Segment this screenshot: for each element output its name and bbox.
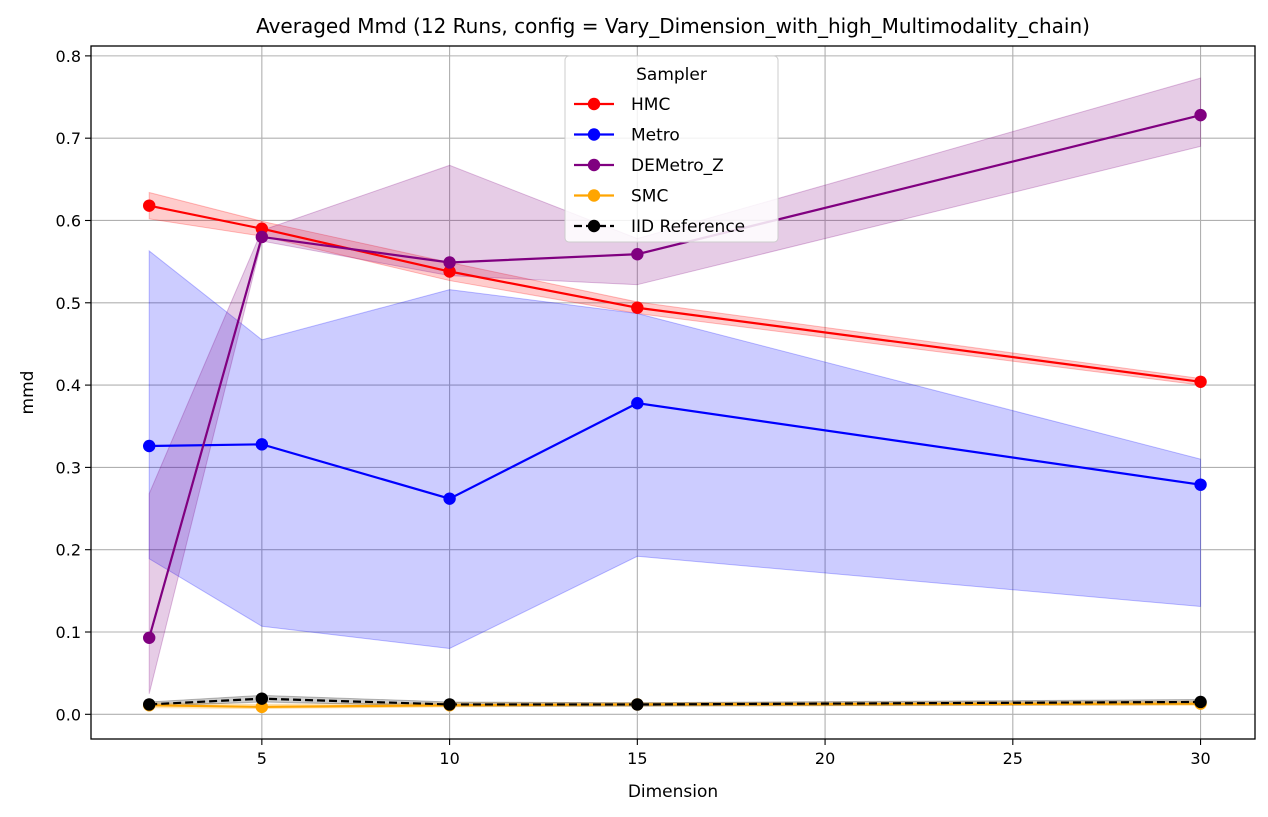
y-tick-label: 0.4 [56,376,81,395]
point-IID Reference [631,698,644,711]
band-Metro [148,249,1202,649]
point-Metro [631,396,644,410]
legend-title: Sampler [636,65,707,85]
y-tick-label: 0.5 [56,294,81,313]
x-tick-label: 25 [1003,749,1023,768]
legend-marker-DEMetro_Z [587,158,601,172]
point-HMC [1194,375,1207,389]
legend-label-HMC: HMC [631,95,670,115]
x-tick-label: 15 [627,749,647,768]
y-tick-label: 0.0 [56,705,81,724]
x-axis-label: Dimension [628,782,718,802]
point-DEMetro_Z [255,230,269,244]
point-Metro [255,438,269,451]
point-DEMetro_Z [143,631,156,644]
x-axis-ticks: 5 10 15 20 25 30 [257,739,1211,768]
y-axis-label: mmd [18,371,38,415]
legend-marker-Metro [587,128,601,141]
legend-label-IID Reference: IID Reference [631,217,745,237]
point-HMC [143,199,156,212]
chart-title: Averaged Mmd (12 Runs, config = Vary_Dim… [256,14,1090,38]
point-HMC [631,301,644,314]
band-DEMetro_Z [148,77,1202,694]
plot-frame [90,45,1256,740]
legend-marker-IID Reference [587,219,601,233]
y-tick-label: 0.2 [56,541,81,560]
legend-label-SMC: SMC [631,187,668,207]
point-Metro [143,439,156,453]
legend-box [564,55,779,243]
point-DEMetro_Z [443,256,456,269]
point-DEMetro_Z [631,248,644,261]
point-Metro [1194,478,1207,491]
series-markers [143,108,1207,714]
y-tick-label: 0.7 [56,129,81,148]
y-tick-label: 0.8 [56,47,81,66]
point-DEMetro_Z [1194,108,1207,122]
point-IID Reference [1194,695,1207,709]
point-Metro [443,492,456,505]
legend-marker-HMC [587,97,601,111]
legend-label-Metro: Metro [631,126,680,146]
point-IID Reference [255,692,269,705]
x-tick-label: 10 [439,749,459,768]
point-HMC [443,265,456,278]
legend-marker-SMC [587,189,601,202]
y-tick-label: 0.1 [56,623,81,642]
y-tick-label: 0.3 [56,458,81,477]
legend-label-DEMetro_Z: DEMetro_Z [631,156,724,176]
x-tick-label: 30 [1190,749,1210,768]
legend: Sampler HMC Metro DEMetro_Z SMC IID Reference [564,55,779,243]
point-IID Reference [143,698,156,711]
y-tick-label: 0.6 [56,211,81,230]
x-tick-label: 20 [815,749,835,768]
x-tick-label: 5 [257,749,267,768]
y-axis-ticks: 0.0 0.1 0.2 0.3 0.4 0.5 0.6 0.7 0.8 [56,47,91,724]
point-IID Reference [443,698,456,711]
